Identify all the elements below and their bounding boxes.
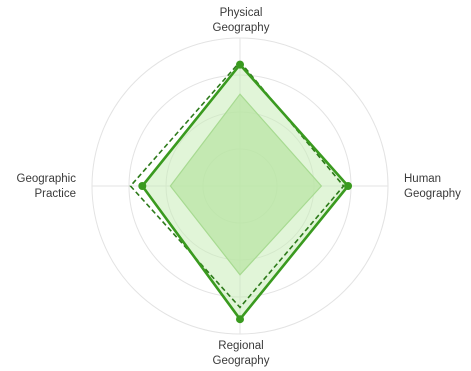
axis-label-line: Geography (212, 22, 270, 34)
series-point (236, 60, 244, 69)
axis-label-line: Physical (219, 7, 263, 19)
series-point (138, 182, 147, 190)
axis-label-physical-geography: Physical Geography (191, 6, 291, 36)
axis-label-line: Human (404, 173, 442, 185)
radar-series-group (129, 60, 353, 324)
axis-label-line: Practice (34, 188, 76, 200)
axis-label-line: Geographic (16, 173, 76, 185)
series-outer-fill (142, 64, 348, 320)
series-dashed-polygon (129, 60, 345, 309)
axis-label-line: Regional (218, 340, 264, 352)
axis-label-line: Geography (404, 188, 461, 200)
axis-label-human-geography: Human Geography (404, 172, 471, 202)
series-point (236, 315, 244, 324)
axis-label-line: Geography (212, 355, 270, 367)
axis-label-geographic-practice: Geographic Practice (0, 172, 76, 202)
axis-label-regional-geography: Regional Geography (191, 339, 291, 369)
series-point (344, 182, 353, 190)
